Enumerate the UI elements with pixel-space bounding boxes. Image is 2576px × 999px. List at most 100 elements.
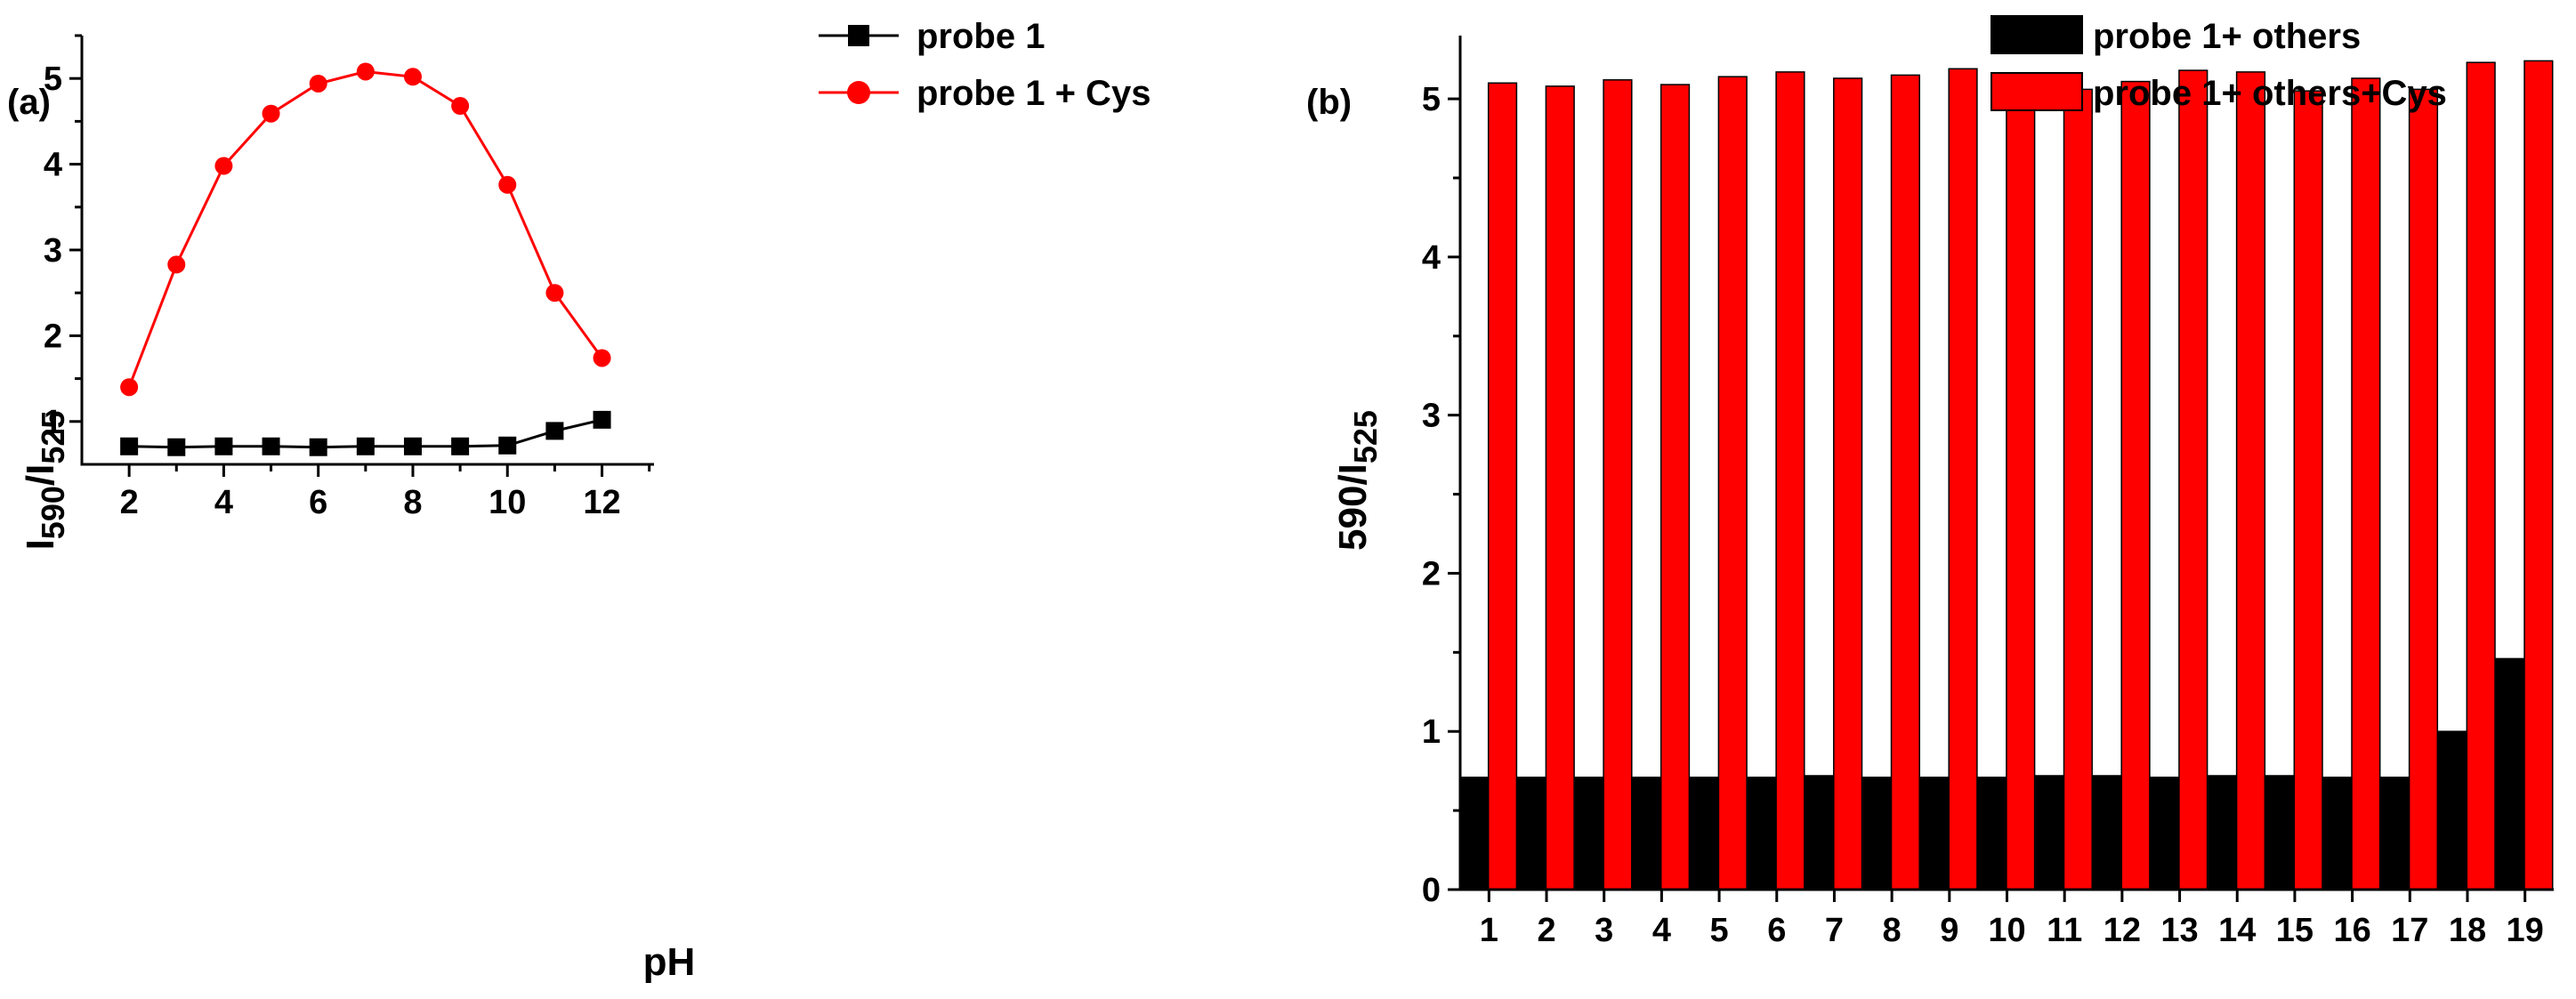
data-point-circle [309,74,327,93]
x-tick-label: 2 [120,484,139,521]
y-tick-label: 1 [44,404,62,441]
bar-probe-1-others-cys [2524,60,2554,890]
series-line-probe-1-cys [127,69,603,388]
x-tick-label: 10 [1988,912,2025,949]
x-tick-label: 1 [1480,912,1498,949]
bar-probe-1-others-cys [2235,71,2266,890]
x-tick-label: 18 [2449,912,2486,949]
legend-entry-probe-1-others-cys: probe 1+ others+Cys [1991,72,2447,113]
legend-label-probe-1: probe 1 [917,17,1045,56]
y-tick-label: 0 [1422,872,1441,909]
legend-marker-circle-icon [847,81,870,104]
panel-b-legend: probe 1+ others probe 1+ others+Cys [1991,15,2447,113]
bar-probe-1-others [1919,777,1950,890]
y-tick-label: 5 [44,60,62,98]
x-tick-label: 6 [1767,912,1786,949]
data-point-circle [545,284,564,302]
panel-a-y-title-main: I [19,539,62,550]
data-point-square [451,437,470,455]
x-tick-label: 5 [1710,912,1729,949]
x-tick-label: 17 [2391,912,2428,949]
y-tick-label: 4 [44,147,62,184]
bar-probe-1-others [1632,777,1662,890]
panel-a-markers [120,62,611,456]
panel-a-y-title-slash: /I [19,464,62,486]
panel-a-y-title-sub1: 590 [35,486,71,539]
x-tick-label: 8 [403,484,422,521]
y-tick-label: 2 [1422,555,1441,592]
panel-a-label: (a) [7,83,51,122]
x-tick-label: 15 [2276,912,2314,949]
bar-probe-1-others-cys [1717,76,1748,890]
data-point-circle [498,175,517,194]
x-tick-label: 7 [1825,912,1844,949]
y-tick-label: 3 [1422,398,1441,435]
x-tick-label: 2 [1537,912,1555,949]
x-tick-label: 4 [214,484,233,521]
panel-a-axes [80,36,654,466]
bar-probe-1-others-cys [1545,85,1575,890]
panel-a-y-title-sub2: 525 [35,411,71,464]
y-tick-label: 3 [44,232,62,270]
data-point-square [167,438,186,456]
panel-b-label: (b) [1306,83,1352,122]
panel-a-legend: probe 1 probe 1 + Cys [819,17,1151,113]
legend-swatch-red-icon [1991,72,2083,111]
bar-probe-1-others-cys [1487,82,1518,890]
panel-b-y-axis-title: 590/I525 [1331,410,1384,551]
legend-entry-probe-1-others: probe 1+ others [1991,15,2361,56]
x-tick-label: 14 [2218,912,2256,949]
bar-probe-1-others-cys [2120,80,2151,890]
bar-probe-1-others [2150,777,2180,890]
bar-probe-1-others [1689,777,1720,890]
bar-probe-1-others-cys [1833,77,1863,890]
bar-probe-1-others [2092,775,2122,890]
data-point-square [545,422,564,440]
bar-probe-1-others-cys [1603,79,1633,890]
panel-a-y-axis-title: I590/I525 [19,411,71,551]
data-point-circle [214,157,233,175]
legend-label-probe-1-others-cys: probe 1+ others+Cys [2093,74,2447,113]
y-tick-label: 5 [1422,81,1441,118]
panel-b-axes [1458,36,2554,891]
x-tick-label: 9 [1940,912,1958,949]
bar-probe-1-others-cys [2063,88,2093,890]
legend-swatch-black-icon [1991,15,2083,54]
bar-probe-1-others [1805,775,1835,890]
data-point-square [262,437,280,455]
x-tick-label: 8 [1883,912,1902,949]
legend-label-probe-1-cys: probe 1 + Cys [917,74,1151,113]
x-tick-label: 3 [1595,912,1613,949]
bar-probe-1-others-cys [2178,69,2209,890]
legend-entry-probe-1: probe 1 [819,17,1045,56]
x-tick-label: 6 [309,484,327,521]
bar-probe-1-others [1574,777,1604,890]
x-tick-label: 19 [2507,912,2544,949]
bar-probe-1-others [2265,775,2296,890]
data-point-circle [403,68,422,86]
legend-marker-square-icon [848,25,869,46]
bar-probe-1-others-cys [1948,68,1978,890]
panel-b-bars [1459,60,2554,890]
data-point-square [120,437,139,455]
bar-probe-1-others [2322,777,2353,890]
data-point-square [309,438,327,456]
bar-probe-1-others [2495,657,2525,890]
x-tick-label: 11 [2047,912,2082,949]
data-point-square [214,437,233,455]
bar-probe-1-others-cys [2466,61,2496,890]
data-point-circle [451,97,470,116]
bar-probe-1-others [2437,730,2468,890]
x-tick-label: 10 [489,484,526,521]
data-point-square [356,437,375,455]
data-point-circle [262,104,280,123]
legend-entry-probe-1-cys: probe 1 + Cys [819,74,1151,113]
bar-probe-1-others [2035,775,2065,890]
x-tick-label: 12 [2104,912,2141,949]
panel-b-y-title-slash: /I [1331,463,1375,485]
panel-a-x-axis-title: pH [643,940,696,984]
bar-probe-1-others [1977,777,2007,890]
